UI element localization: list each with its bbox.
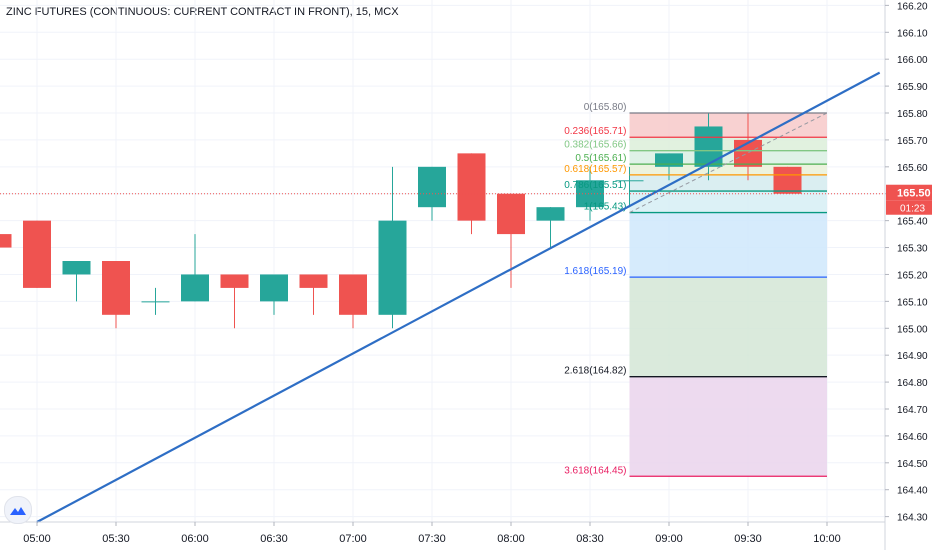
x-tick-label: 05:00	[23, 533, 51, 545]
y-tick-label: 165.20	[897, 270, 928, 281]
candle-body	[62, 261, 91, 275]
candle-body	[457, 153, 486, 221]
countdown-label: 01:23	[900, 204, 925, 215]
x-tick-label: 06:30	[260, 533, 288, 545]
fibonacci-levels[interactable]: 0(165.80) 0.236(165.71) 0.382(165.66) 0.5(1…	[564, 102, 827, 477]
x-tick-label: 09:00	[655, 533, 683, 545]
fib-level-label: 3.618(164.45)	[564, 465, 626, 476]
logo-icon	[10, 507, 26, 515]
candle-body	[734, 139, 762, 167]
candle-body	[773, 166, 802, 194]
y-tick-label: 164.70	[897, 405, 928, 416]
candle-body	[299, 274, 328, 288]
fib-level-label: 1.618(165.19)	[564, 266, 626, 277]
candle-body	[102, 261, 130, 315]
candle-body	[23, 220, 51, 288]
y-tick-label: 165.00	[897, 324, 928, 335]
fib-level-label: 0.5(165.61)	[575, 153, 626, 164]
x-tick-label: 08:00	[497, 533, 525, 545]
tradingview-logo[interactable]	[4, 496, 32, 524]
candle-body	[536, 207, 565, 221]
x-tick-label: 06:00	[181, 533, 209, 545]
fib-zone	[629, 277, 827, 377]
fib-diagonal	[629, 112, 828, 214]
trend-line[interactable]	[36, 71, 881, 523]
fib-level-label: 0(165.80)	[584, 102, 627, 113]
chart-title: ZINC FUTURES (CONTINUOUS: CURRENT CONTRA…	[6, 6, 399, 18]
y-tick-label: 165.70	[897, 136, 928, 147]
y-tick-label: 164.80	[897, 378, 928, 389]
candle-body	[694, 126, 723, 167]
price-badge-label: 165.50	[897, 188, 931, 200]
y-tick-label: 165.30	[897, 244, 928, 255]
candle-body	[615, 180, 644, 182]
y-tick-label: 165.60	[897, 163, 928, 174]
fib-level-label: 0.236(165.71)	[564, 126, 626, 137]
candles	[0, 113, 802, 329]
y-tick-label: 164.90	[897, 351, 928, 362]
y-tick-label: 165.40	[897, 217, 928, 228]
x-tick-label: 07:00	[339, 533, 367, 545]
fib-level-label: 2.618(164.82)	[564, 366, 626, 377]
candle-body	[141, 301, 170, 303]
y-tick-label: 164.30	[897, 513, 928, 524]
y-tick-label: 166.20	[897, 1, 928, 12]
candle-body	[655, 153, 683, 167]
y-tick-label: 164.40	[897, 486, 928, 497]
x-tick-label: 10:00	[813, 533, 841, 545]
candle-body	[497, 193, 525, 235]
y-tick-label: 165.90	[897, 82, 928, 93]
fib-level-label: 0.382(165.66)	[564, 140, 626, 151]
fib-zone	[629, 212, 827, 278]
candle-body	[418, 166, 446, 208]
x-tick-label: 09:30	[734, 533, 762, 545]
x-tick-label: 07:30	[418, 533, 446, 545]
candle-body	[181, 274, 209, 302]
candle-body	[220, 274, 249, 288]
y-tick-label: 165.80	[897, 109, 928, 120]
x-tick-label: 08:30	[576, 533, 604, 545]
y-tick-label: 164.50	[897, 459, 928, 470]
fib-zone	[629, 191, 827, 213]
fib-level-label: 1(165.43)	[584, 202, 627, 213]
candle-body	[378, 220, 407, 315]
candle-body	[260, 274, 288, 302]
price-badge	[886, 184, 932, 201]
candle-body	[576, 180, 604, 208]
fib-level-label: 0.786(165.51)	[564, 180, 626, 191]
fib-level-label: 0.618(165.57)	[564, 164, 626, 175]
candle-body	[339, 274, 367, 315]
fib-zone	[629, 164, 827, 175]
countdown-badge	[886, 200, 932, 215]
y-tick-label: 166.10	[897, 28, 928, 39]
y-tick-label: 166.00	[897, 55, 928, 66]
trendline[interactable]	[36, 71, 881, 523]
x-tick-label: 05:30	[102, 533, 130, 545]
y-tick-label: 164.60	[897, 432, 928, 443]
y-tick-label: 165.10	[897, 297, 928, 308]
fib-zone	[629, 376, 827, 477]
fib-zone	[629, 137, 827, 151]
candle-body	[0, 234, 12, 248]
